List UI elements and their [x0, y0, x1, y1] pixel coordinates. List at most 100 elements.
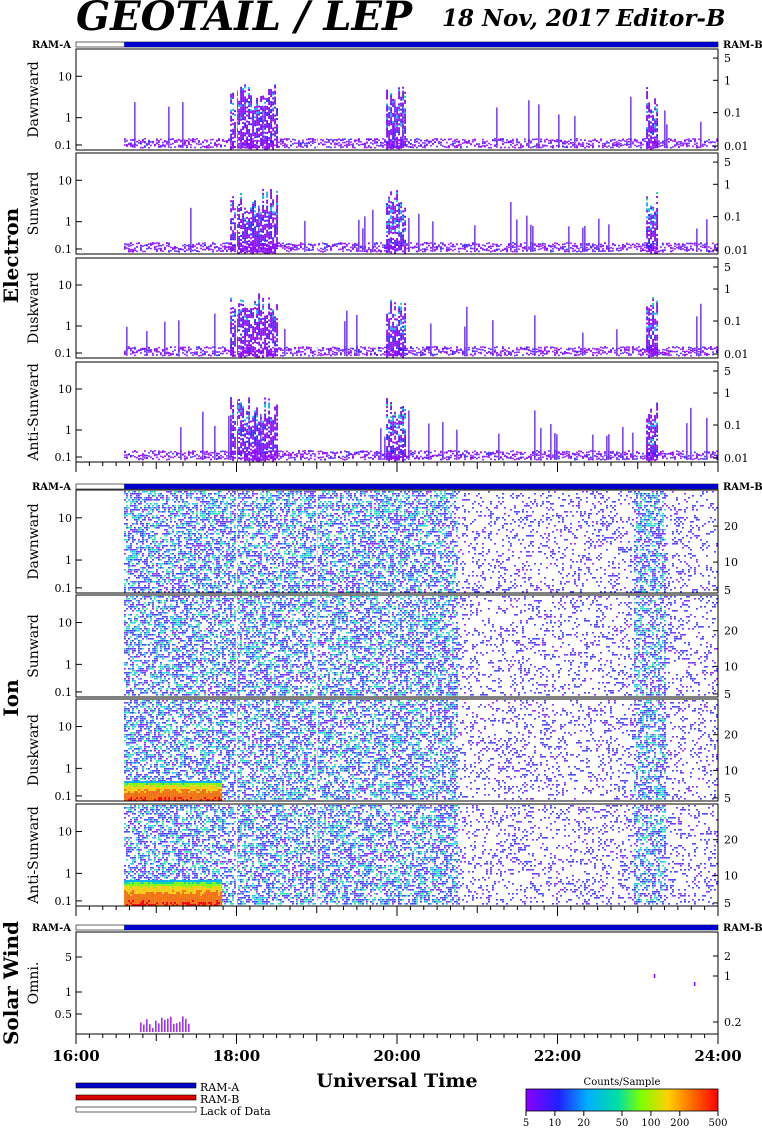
- electron-count-cell: [238, 109, 240, 111]
- electron-count-cell: [346, 141, 348, 143]
- electron-count-cell: [340, 147, 342, 149]
- electron-count-cell: [222, 139, 224, 141]
- electron-count-cell: [144, 138, 146, 140]
- electron-count-cell: [270, 125, 272, 127]
- electron-count-cell: [260, 144, 262, 146]
- electron-count-cell: [240, 113, 242, 115]
- electron-count-cell: [390, 129, 392, 131]
- electron-count-cell: [298, 145, 300, 147]
- electron-count-cell: [188, 141, 190, 143]
- electron-count-cell: [298, 144, 300, 146]
- electron-count-cell: [264, 108, 266, 110]
- electron-count-cell: [232, 95, 234, 97]
- electron-count-cell: [264, 132, 266, 134]
- electron-count-cell: [224, 141, 226, 143]
- electron-count-cell: [250, 95, 252, 97]
- electron-count-cell: [390, 101, 392, 103]
- figure-editor: Editor-B: [615, 5, 725, 32]
- electron-count-cell: [266, 114, 268, 116]
- electron-count-cell: [336, 139, 338, 141]
- electron-count-cell: [188, 142, 190, 144]
- electron-count-cell: [390, 119, 392, 121]
- electron-count-cell: [156, 143, 158, 145]
- electron-count-cell: [246, 141, 248, 143]
- electron-count-cell: [260, 134, 262, 136]
- electron-count-cell: [252, 128, 254, 130]
- electron-count-cell: [334, 144, 336, 146]
- electron-count-cell: [250, 117, 252, 119]
- electron-count-cell: [324, 144, 326, 146]
- electron-count-cell: [136, 144, 138, 146]
- electron-count-cell: [246, 107, 248, 109]
- electron-count-cell: [258, 136, 260, 138]
- electron-count-cell: [352, 143, 354, 145]
- electron-count-cell: [170, 139, 172, 141]
- electron-count-cell: [350, 144, 352, 146]
- electron-count-cell: [190, 147, 192, 149]
- electron-count-cell: [232, 103, 234, 105]
- electron-count-cell: [286, 138, 288, 140]
- electron-count-cell: [254, 132, 256, 134]
- electron-count-cell: [230, 100, 232, 102]
- electron-count-cell: [252, 110, 254, 112]
- electron-count-cell: [388, 122, 390, 124]
- electron-count-cell: [132, 146, 134, 148]
- electron-count-cell: [356, 140, 358, 142]
- electron-count-cell: [268, 129, 270, 131]
- electron-count-cell: [158, 142, 160, 144]
- electron-count-cell: [234, 130, 236, 132]
- electron-count-cell: [270, 141, 272, 143]
- electron-count-cell: [192, 138, 194, 140]
- electron-count-cell: [338, 142, 340, 144]
- electron-count-cell: [286, 146, 288, 148]
- electron-count-cell: [254, 140, 256, 142]
- electron-count-cell: [208, 144, 210, 146]
- electron-count-cell: [256, 144, 258, 146]
- electron-count-cell: [260, 142, 262, 144]
- electron-count-cell: [246, 147, 248, 149]
- electron-count-cell: [158, 146, 160, 148]
- electron-count-cell: [256, 128, 258, 130]
- electron-count-cell: [162, 144, 164, 146]
- electron-count-cell: [238, 111, 240, 113]
- electron-count-cell: [208, 147, 210, 149]
- electron-count-cell: [334, 146, 336, 148]
- electron-count-cell: [288, 147, 290, 149]
- electron-count-cell: [270, 145, 272, 147]
- electron-count-cell: [268, 93, 270, 95]
- electron-count-cell: [290, 145, 292, 147]
- electron-count-cell: [260, 138, 262, 140]
- electron-count-cell: [354, 140, 356, 142]
- electron-count-cell: [246, 115, 248, 117]
- electron-count-cell: [124, 144, 126, 146]
- electron-count-cell: [254, 108, 256, 110]
- electron-count-cell: [386, 116, 388, 118]
- electron-count-cell: [360, 141, 362, 143]
- electron-count-cell: [240, 119, 242, 121]
- electron-count-cell: [204, 146, 206, 148]
- electron-count-cell: [390, 139, 392, 141]
- electron-count-cell: [240, 147, 242, 149]
- electron-count-cell: [254, 112, 256, 114]
- electron-count-cell: [266, 108, 268, 110]
- electron-count-cell: [242, 147, 244, 149]
- electron-count-cell: [202, 141, 204, 143]
- electron-count-cell: [246, 127, 248, 129]
- electron-count-cell: [138, 142, 140, 144]
- electron-count-cell: [180, 146, 182, 148]
- electron-count-cell: [254, 122, 256, 124]
- ram-left-label: RAM-A: [32, 40, 71, 51]
- electron-count-cell: [248, 117, 250, 119]
- electron-count-cell: [158, 140, 160, 142]
- electron-count-cell: [156, 140, 158, 142]
- electron-count-cell: [390, 93, 392, 95]
- electron-count-cell: [256, 122, 258, 124]
- electron-count-cell: [390, 107, 392, 109]
- electron-count-cell: [248, 147, 250, 149]
- electron-count-cell: [244, 112, 246, 114]
- electron-count-cell: [232, 147, 234, 149]
- electron-count-cell: [250, 103, 252, 105]
- electron-count-cell: [386, 114, 388, 116]
- electron-count-cell: [370, 147, 372, 149]
- electron-count-cell: [386, 122, 388, 124]
